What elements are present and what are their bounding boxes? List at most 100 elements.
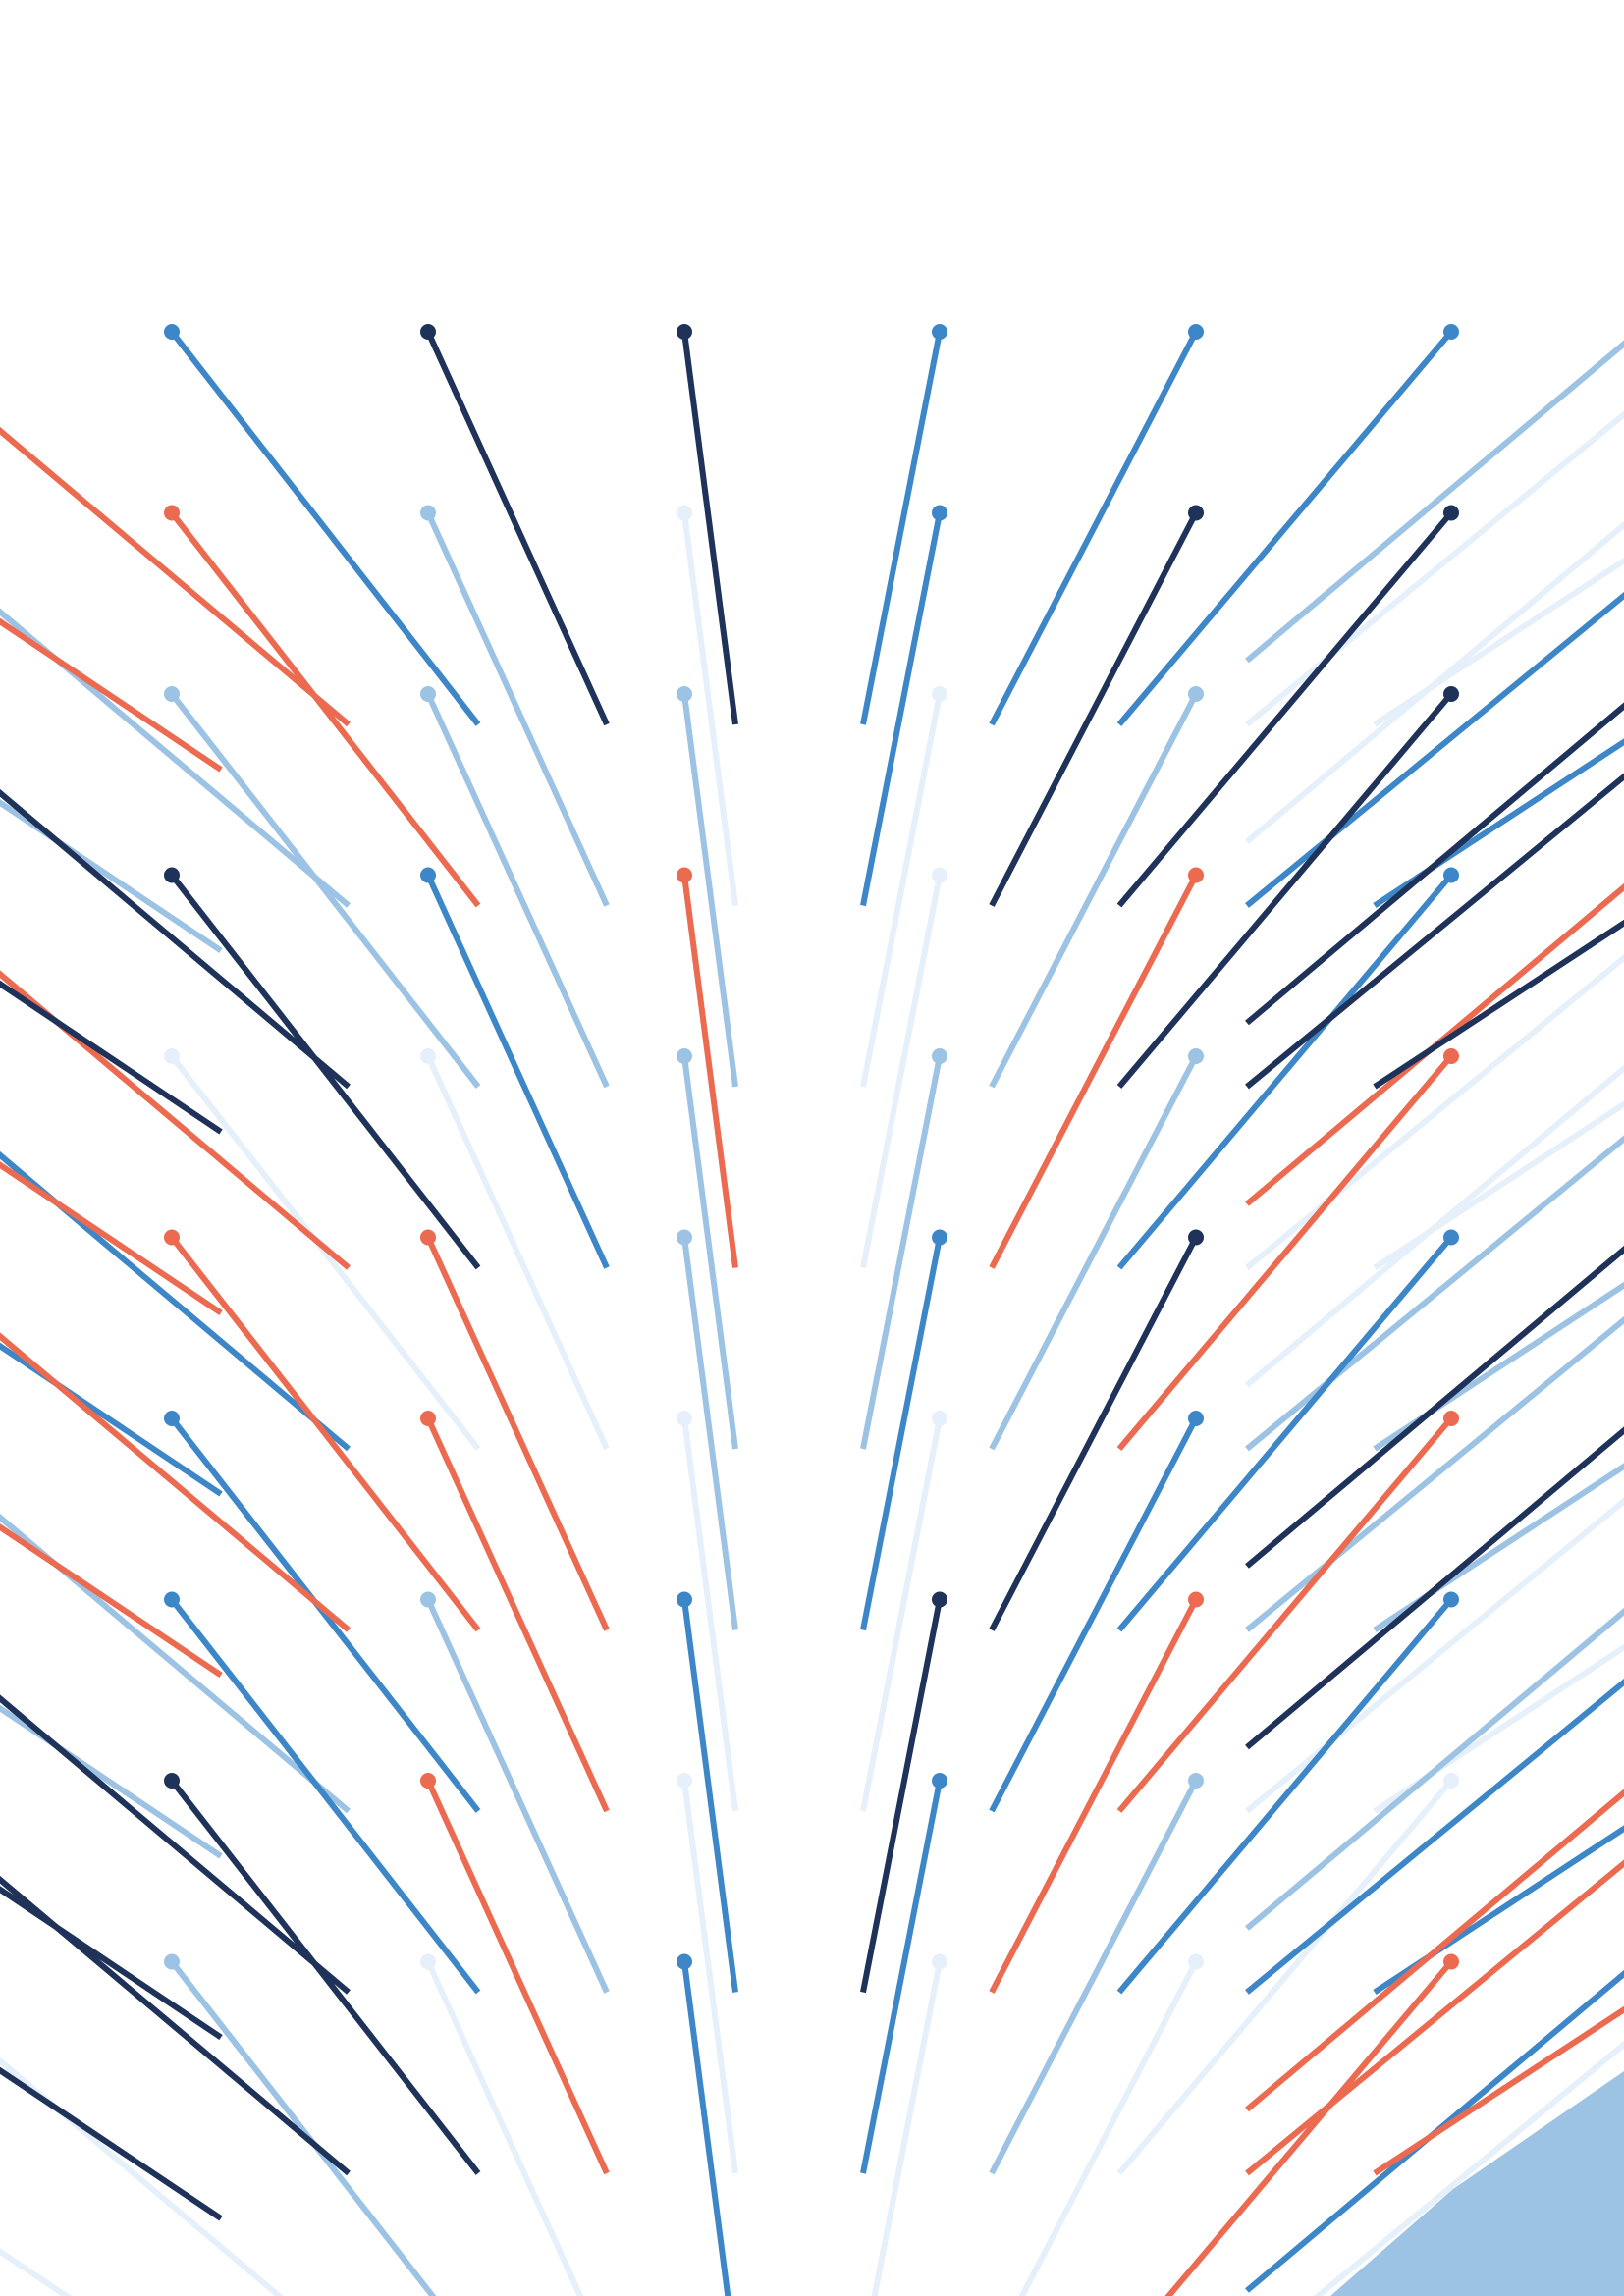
anchor-dot [677, 686, 692, 702]
stroke-line [1245, 520, 1624, 844]
edge-line [1373, 557, 1624, 727]
anchor-dot [1188, 324, 1204, 340]
anchor-dot [164, 1229, 180, 1246]
stroke-line [169, 692, 481, 1089]
anchor-dot [1188, 867, 1204, 883]
stroke-line [425, 1054, 610, 1451]
stroke-line [989, 1236, 1199, 1631]
edge-line [1245, 410, 1624, 727]
anchor-dot [1188, 1048, 1204, 1064]
anchor-dot [164, 1591, 180, 1608]
stroke-line [1245, 340, 1624, 664]
stroke-line [860, 1055, 943, 1450]
anchor-dot [932, 686, 947, 702]
stroke-line [989, 330, 1199, 726]
anchor-dot [420, 1591, 436, 1608]
stroke-line [871, 1960, 943, 2296]
stroke-line [1116, 873, 1454, 1270]
anchor-dot [420, 1048, 436, 1064]
anchor-dot [932, 1411, 947, 1426]
stroke-line [1245, 1789, 1624, 2112]
edge-line [0, 980, 223, 1135]
stroke-line [860, 1417, 943, 1812]
stroke-line [989, 1598, 1199, 1994]
edge-line [0, 788, 351, 1090]
stroke-line [681, 1780, 738, 2174]
stroke-line [681, 1417, 738, 1812]
stroke-line [1116, 692, 1454, 1089]
edge-line [0, 1875, 351, 2176]
stroke-line [169, 873, 481, 1270]
stroke-line [1245, 1969, 1624, 2293]
stroke-line [169, 1416, 481, 1813]
edge-line [1245, 773, 1624, 1090]
anchor-dot [164, 324, 180, 340]
anchor-dot [932, 505, 947, 521]
stroke-line [1164, 1959, 1454, 2296]
edge-line [0, 2056, 285, 2296]
stroke-line [169, 510, 481, 908]
anchor-dot [420, 686, 436, 702]
edge-line [0, 1704, 223, 1859]
anchor-dot [1443, 1048, 1459, 1064]
anchor-dot [164, 686, 180, 702]
stroke-line [860, 1780, 943, 2174]
anchor-dot [420, 1953, 436, 1970]
stroke-line [860, 874, 943, 1269]
edge-line [0, 608, 351, 908]
anchor-dot [1188, 1773, 1204, 1789]
stroke-line [1116, 1597, 1454, 1995]
stroke-line [1116, 1779, 1454, 2175]
stroke-line [1245, 1245, 1624, 1569]
stroke-line [169, 1959, 437, 2296]
anchor-dot [677, 867, 692, 883]
stroke-line [681, 1237, 738, 1630]
anchor-dot [1188, 1411, 1204, 1426]
edge-line [1373, 1643, 1624, 1814]
stroke-line [425, 1236, 610, 1631]
anchor-dot [677, 1591, 692, 1608]
stroke-line [425, 1598, 610, 1994]
edge-line [0, 799, 223, 953]
anchor-dot [1443, 867, 1459, 883]
stroke-line [681, 1961, 731, 2296]
anchor-dot [1443, 1411, 1459, 1426]
anchor-dot [932, 867, 947, 883]
edge-line [0, 1161, 223, 1315]
anchor-dot [677, 505, 692, 521]
edge-line [1313, 2040, 1624, 2296]
anchor-dot [932, 1953, 947, 1970]
anchor-dot [677, 1048, 692, 1064]
anchor-dot [1443, 1591, 1459, 1608]
stroke-line [989, 874, 1199, 1269]
anchor-dot [1443, 505, 1459, 521]
anchor-dot [932, 1773, 947, 1789]
stroke-line [860, 1236, 943, 1631]
edge-line [0, 1886, 223, 2040]
stroke-line [681, 875, 738, 1268]
anchor-dot [1188, 505, 1204, 521]
edge-line [0, 1332, 351, 1632]
edge-line [0, 970, 351, 1270]
stroke-line [1116, 510, 1454, 908]
stroke-line [425, 1960, 584, 2296]
stroke-line [169, 1235, 481, 1632]
stroke-line [1116, 1235, 1454, 1632]
anchor-dot [420, 1229, 436, 1246]
anchor-dot [164, 1048, 180, 1064]
stroke-line [1245, 882, 1624, 1206]
stroke-line [425, 874, 610, 1269]
stroke-line [169, 1779, 481, 2175]
stroke-line [681, 1055, 738, 1450]
stroke-line [1116, 330, 1454, 726]
edge-line [1373, 1825, 1624, 1996]
edge-line [0, 1694, 351, 1995]
anchor-dot [164, 505, 180, 521]
anchor-dot [932, 1048, 947, 1064]
anchor-dot [164, 867, 180, 883]
stroke-line [1018, 1960, 1199, 2296]
stroke-line [681, 331, 738, 725]
stroke-line [1116, 1416, 1454, 1813]
anchor-dot [420, 867, 436, 883]
stroke-line [425, 1416, 610, 1813]
